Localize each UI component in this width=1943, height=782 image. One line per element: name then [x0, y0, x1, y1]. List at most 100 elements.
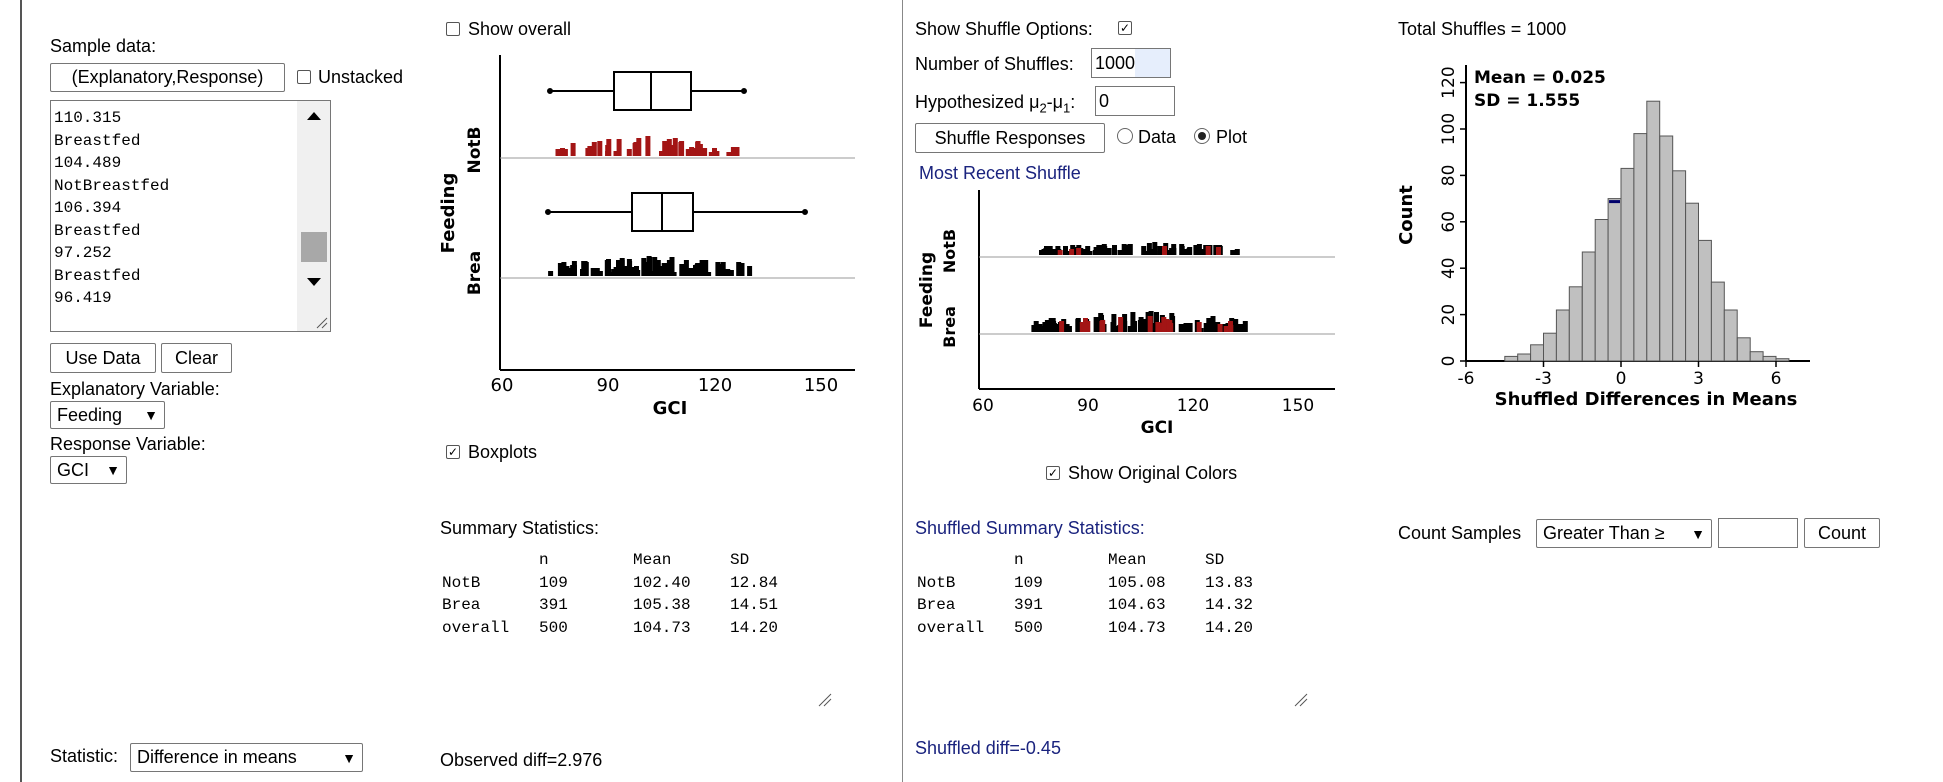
clear-button[interactable]: Clear: [161, 343, 232, 373]
dot-stack: [736, 262, 742, 276]
dot-stack: [597, 141, 603, 156]
obs-ticks: 60 90 120 150: [491, 375, 839, 396]
original-colors-checkbox[interactable]: ✓: [1046, 466, 1060, 480]
table-row: overall 500 104.73 14.20: [917, 617, 1253, 640]
scrollbar-thumb[interactable]: [301, 232, 327, 262]
sample-data-text: 110.315 Breastfed 104.489 NotBreastfed 1…: [54, 109, 170, 307]
resize-grip-icon[interactable]: [314, 315, 328, 329]
dot-stack: [1063, 246, 1068, 255]
hist-bar: [1517, 353, 1532, 362]
dot-stack: [662, 263, 668, 276]
unstacked-label: Unstacked: [318, 67, 404, 87]
shuf-tick-60: 60: [972, 396, 994, 416]
dot-stack: [647, 257, 653, 276]
count-button[interactable]: Count: [1804, 518, 1880, 548]
dot-stack: [623, 266, 629, 276]
show-overall-checkbox[interactable]: [446, 22, 460, 36]
response-select[interactable]: GCI ▼: [50, 456, 127, 484]
data-radio[interactable]: [1117, 128, 1133, 144]
hist-bar: [1723, 309, 1738, 362]
dot-stack: [1146, 243, 1152, 255]
dot-stack: [725, 269, 731, 276]
shuf-dots: [1031, 242, 1248, 332]
shuffle-responses-button[interactable]: Shuffle Responses: [915, 123, 1105, 153]
shuf-tick-120: 120: [1177, 396, 1209, 416]
dot-stack: [1037, 324, 1043, 332]
hist-bar: [1736, 337, 1751, 362]
resize-grip-icon[interactable]: [1294, 693, 1308, 707]
dot-stack: [1234, 249, 1240, 255]
hist-ytick-label: 0: [1439, 356, 1459, 367]
plot-radio[interactable]: [1194, 128, 1210, 144]
shuf-tick-150: 150: [1282, 396, 1314, 416]
format-button[interactable]: (Explanatory,Response): [50, 63, 285, 92]
dot-stack: [712, 148, 717, 156]
obs-boxplot-notb: [547, 71, 747, 111]
dot-stack: [666, 139, 672, 156]
resize-grip-icon[interactable]: [818, 693, 832, 707]
compare-select[interactable]: Greater Than ≥ ▼: [1536, 519, 1712, 548]
statistic-select[interactable]: Difference in means ▼: [130, 743, 363, 772]
dot-stack: [1033, 326, 1039, 332]
cell: 102.40: [633, 573, 691, 592]
dot-stack: [702, 270, 708, 276]
cell: 104.73: [1108, 618, 1166, 637]
response-value: GCI: [57, 459, 90, 480]
hist-xtick-label: 0: [1616, 369, 1627, 389]
shuf-group-label-brea: Brea: [940, 306, 959, 348]
show-shuffle-options-checkbox[interactable]: ✓: [1118, 21, 1132, 35]
dot-stack: [666, 260, 672, 276]
dot-stack: [1111, 325, 1117, 332]
shuffled-summary-title: Shuffled Summary Statistics:: [915, 518, 1145, 538]
observed-dotplot: Feeding NotB Brea 60 90 120 150 GCI: [438, 55, 855, 419]
cell: Mean: [1108, 551, 1147, 569]
count-threshold-input[interactable]: [1718, 518, 1798, 548]
scroll-down-icon[interactable]: [307, 278, 321, 286]
dot-stack: [1217, 324, 1223, 332]
dot-stack: [1196, 251, 1202, 255]
dot-stack: [616, 139, 622, 156]
dot-stack: [1178, 324, 1184, 332]
explanatory-select[interactable]: Feeding ▼: [50, 401, 165, 429]
dot-stack: [1187, 247, 1193, 255]
dot-stack: [692, 268, 698, 276]
dot-stack: [678, 142, 684, 156]
use-data-button[interactable]: Use Data: [50, 343, 156, 373]
cell: overall: [442, 618, 510, 637]
num-shuffles-input[interactable]: 1000: [1091, 48, 1171, 78]
hist-xtick-label: -6: [1458, 369, 1475, 389]
hist-bar: [1762, 355, 1777, 362]
dot-stack: [652, 257, 658, 276]
dot-stack: [1043, 248, 1049, 255]
boxplots-label: Boxplots: [468, 442, 538, 462]
scroll-up-icon[interactable]: [307, 112, 321, 120]
boxplots-checkbox[interactable]: ✓: [446, 445, 460, 459]
dot-stack: [726, 152, 732, 156]
dot-stack: [728, 270, 734, 276]
dot-stack: [613, 151, 619, 156]
dot-stack: [570, 143, 576, 156]
sample-data-textarea[interactable]: 110.315 Breastfed 104.489 NotBreastfed 1…: [50, 100, 331, 332]
hist-bar: [1646, 100, 1661, 362]
hist-bar: [1633, 133, 1648, 362]
shuf-xlabel: GCI: [1141, 418, 1174, 438]
dot-stack: [1047, 246, 1053, 255]
dot-stack: [560, 148, 565, 156]
hypothesized-input[interactable]: 0: [1095, 86, 1175, 116]
hist-xtick-label: -3: [1535, 369, 1552, 389]
dot-stack: [1102, 246, 1108, 255]
scrollbar-track[interactable]: [297, 101, 330, 331]
dot-stack: [1200, 249, 1206, 255]
dot-stack: [659, 266, 665, 276]
unstacked-checkbox[interactable]: [297, 70, 311, 84]
dot-stack: [597, 271, 603, 276]
dot-stack: [1147, 316, 1153, 332]
panel-divider: [902, 0, 903, 782]
dot-stack: [695, 141, 701, 156]
dot-stack: [646, 271, 651, 276]
summary-title: Summary Statistics:: [440, 518, 600, 538]
explanatory-value: Feeding: [57, 404, 123, 425]
dot-stack: [1179, 246, 1185, 255]
summary-header: n Mean SD: [917, 549, 1253, 572]
dot-stack: [1132, 321, 1137, 332]
